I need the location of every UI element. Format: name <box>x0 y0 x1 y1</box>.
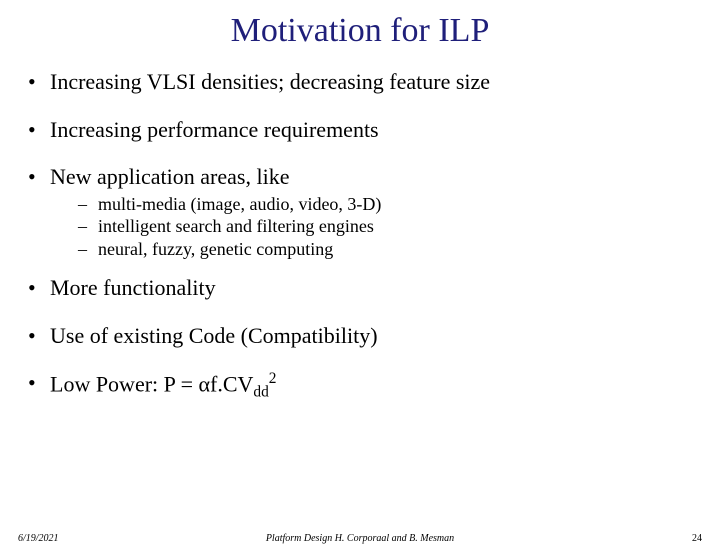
power-mid: f.CV <box>210 371 253 396</box>
bullet-compatibility: Use of existing Code (Compatibility) <box>28 322 700 350</box>
sub-bullet-group: multi-media (image, audio, video, 3-D) i… <box>28 193 700 261</box>
bullet-functionality: More functionality <box>28 274 700 302</box>
bullet-performance: Increasing performance requirements <box>28 116 700 144</box>
bullet-applications: New application areas, like <box>28 163 700 191</box>
slide-title: Motivation for ILP <box>0 12 720 50</box>
power-superscript: 2 <box>269 370 277 387</box>
sub-bullet-search: intelligent search and filtering engines <box>28 215 700 238</box>
power-alpha: α <box>198 371 210 396</box>
footer-page-number: 24 <box>692 533 702 544</box>
bullet-vlsi: Increasing VLSI densities; decreasing fe… <box>28 68 700 96</box>
footer-center: Platform Design H. Corporaal and B. Mesm… <box>0 533 720 544</box>
bullet-power: Low Power: P = αf.CVdd2 <box>28 369 700 402</box>
slide-body: Increasing VLSI densities; decreasing fe… <box>0 68 720 402</box>
power-subscript: dd <box>253 384 268 401</box>
sub-bullet-multimedia: multi-media (image, audio, video, 3-D) <box>28 193 700 216</box>
sub-bullet-neural: neural, fuzzy, genetic computing <box>28 238 700 261</box>
power-prefix: Low Power: P = <box>50 371 198 396</box>
